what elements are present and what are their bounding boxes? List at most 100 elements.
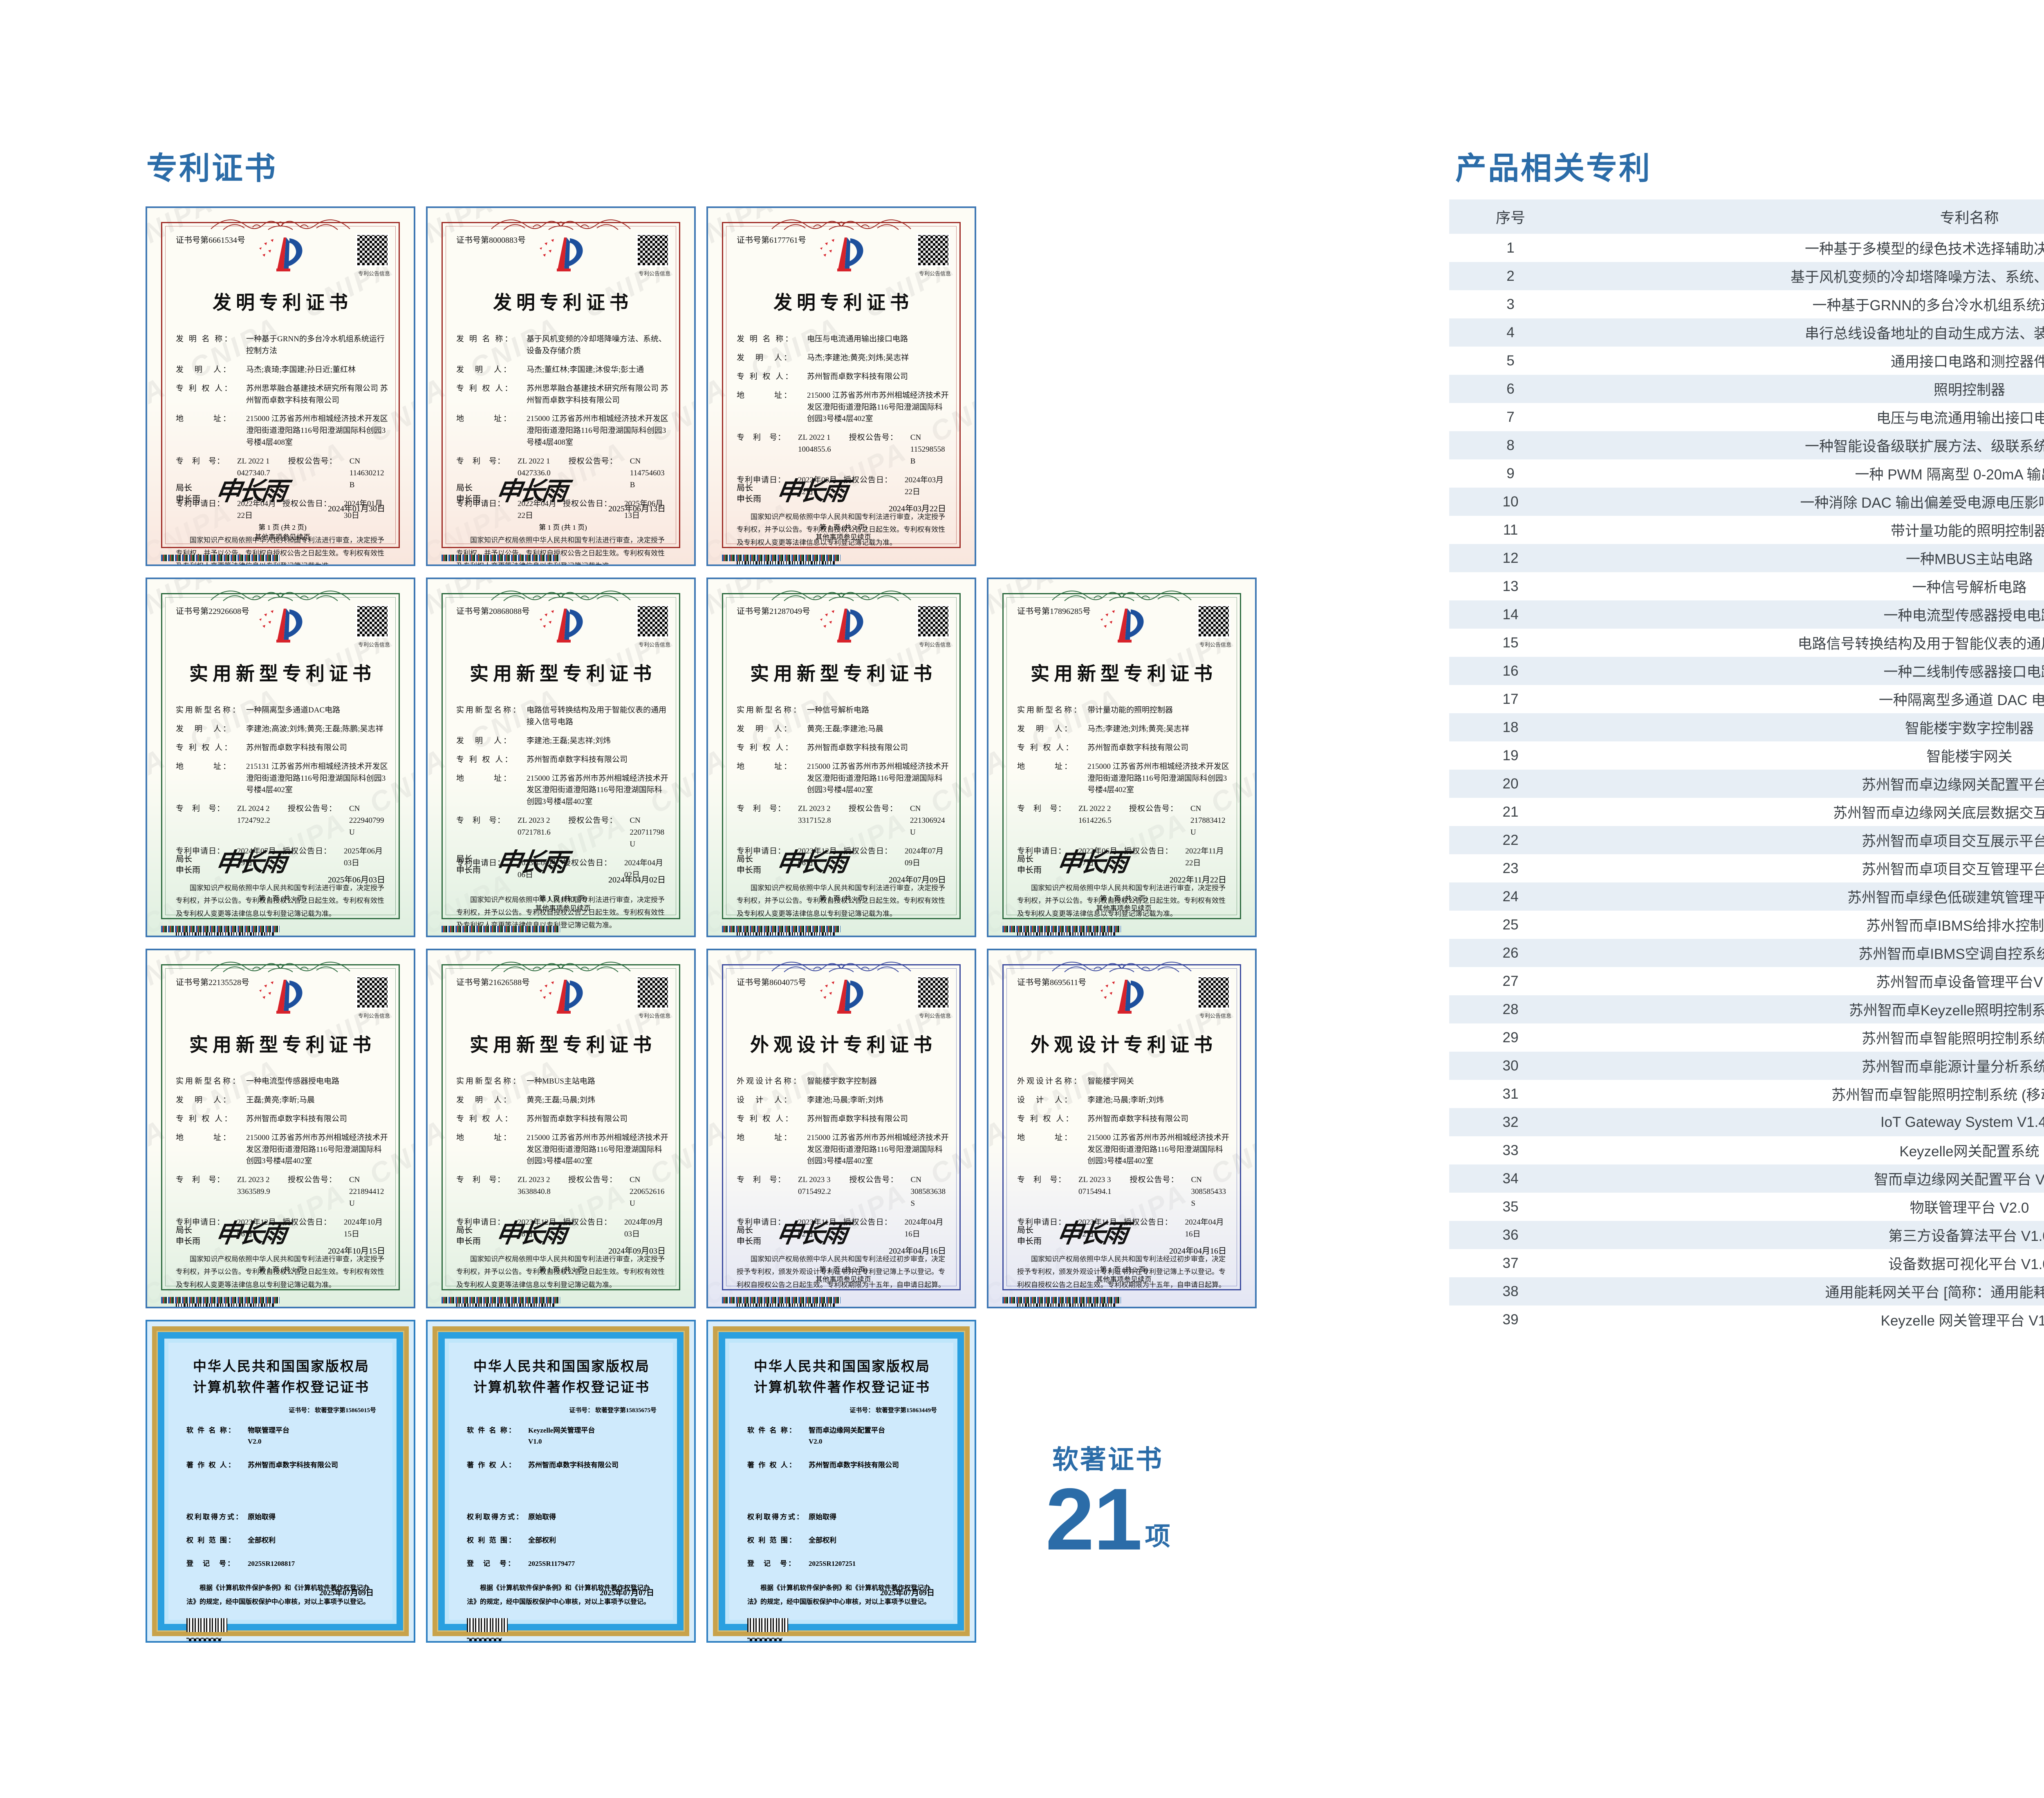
field-rights-scope-label: 权 利 范 围： [747,1536,797,1545]
field-grant-no-value: CN 114754603 B [630,457,665,489]
field-registration-no: 登 记 号： 2025SR1179477 [467,1558,657,1569]
certificate-number: 证书号第22135528号 [176,978,249,987]
table-row: 3 一种基于GRNN的多台冷水机组系统运行控制方法 发明 [1449,290,2044,318]
field-grant-date-label: 授权公告日： [843,846,893,855]
cell-index: 37 [1502,1255,1519,1271]
field-patentee: 专 利 权 人： 苏州智而卓数字科技有限公司 [737,742,950,754]
certificate-issue-date: 2024年03月22日 [889,504,946,513]
software-copyright-stat: 软著证书 21 项 [993,1439,1222,1563]
field-name: 实用新型名称： 电路信号转换结构及用于智能仪表的通用接入信号电路 [456,705,670,728]
field-software-name-value: 智而卓边缘网关配置平台 V2.0 [809,1426,885,1446]
field-apply-date-value: 2023年11月02日 [1078,1218,1117,1238]
software-qr-code-icon [747,1637,782,1641]
qr-caption: 专利公告信息 [358,642,390,648]
field-grant-no-label: 授权公告号： [288,457,337,466]
field-software-name: 软 件 名 称： 物联管理平台 V2.0 [186,1425,376,1447]
certificate-fields: 实用新型名称： 一种电流型传感器授电电路 发 明 人： 王磊;黄亮;李昕;马晨 … [176,1076,389,1240]
signature-glyph-icon: 申长雨 [213,478,287,506]
table-row: 38 通用能耗网关平台 [简称：通用能耗网关] V2.0 软著 [1449,1277,2044,1305]
certificate-page-note: 第 1 页 (共 1 页) [539,895,587,902]
field-name: 实用新型名称： 一种信号解析电路 [737,705,950,717]
field-name-label: 发 明 名 称： [456,335,514,343]
cell-patent-name: IoT Gateway System V1.4.0 [1880,1114,2044,1130]
table-row: 26 苏州智而卓IBMS空调自控系统V1.0 软著 [1449,939,2044,967]
cell-index: 11 [1503,522,1518,538]
field-copyright-owner-label: 著 作 权 人： [747,1461,797,1469]
director-signature-block: 局长 申长雨 申长雨 [176,1210,287,1248]
field-inventor-label: 设 计 人： [737,1095,793,1104]
cell-index: 10 [1502,493,1519,510]
software-cert-title: 中华人民共和国国家版权局 计算机软件著作权登记证书 [193,1359,370,1395]
field-registration-no-value: 2025SR1179477 [528,1560,575,1568]
table-row: 6 照明控制器 发明 [1449,375,2044,403]
cell-index: 18 [1502,719,1519,735]
cell-patent-name: 苏州智而卓Keyzelle照明控制系统V1.0 [1849,1003,2044,1019]
field-apply-date-label: 专利申请日： [737,1218,786,1227]
director-label: 局长 申长雨 [1017,855,1042,875]
cell-index: 19 [1502,747,1519,764]
cell-index: 5 [1506,352,1515,369]
table-row: 10 一种消除 DAC 输出偏差受电源电压影响的电路及方法 发明 [1449,488,2044,516]
director-label: 局长 申长雨 [176,855,200,875]
field-acquire-method-value: 原始取得 [248,1513,276,1521]
field-address-label: 地 址： [737,762,793,771]
qr-code-icon [1197,605,1230,638]
cell-patent-name: 苏州智而卓智能照明控制系统 (移动端) V1.0 [1831,1087,2044,1103]
certificate-fields: 实用新型名称： 电路信号转换结构及用于智能仪表的通用接入信号电路 发 明 人： … [456,705,670,881]
field-registration-no: 登 记 号： 2025SR1207251 [747,1558,937,1569]
certificate-tint [147,400,414,564]
field-rights-scope: 权 利 范 围： 全部权利 [186,1535,376,1546]
field-grant-no: 授权公告号： CN 308583638 S [849,1174,950,1210]
field-name: 实用新型名称： 带计量功能的照明控制器 [1017,705,1230,717]
field-inventor: 发 明 人： 马杰;袁琦;李国建;孙日近;董红林 [176,364,389,376]
field-grant-date: 授权公告日： 2024年04月02日 [563,858,670,881]
cell-index: 21 [1502,804,1519,820]
field-inventor-value: 李建池;马晨;李昕;刘炜 [1087,1095,1164,1104]
cell-index: 25 [1502,916,1519,933]
certificate-content: 证书号第22135528号 专利公告信息 实用新型专利证书 实用新型名称： 一种… [176,976,390,1307]
certificate-content: 证书号第8604075号 专利公告信息 外观设计专利证书 外观设计名称： 智能楼… [737,976,951,1307]
certificate-page-note: 第 1 页 (共 2 页) [819,1266,867,1274]
field-inventor-label: 发 明 人： [176,365,233,374]
director-label: 局长 申长雨 [456,1226,481,1246]
signature-glyph-icon: 申长雨 [213,849,287,877]
field-patent-no-row: 专 利 号： ZL 2022 1 0427336.0 授权公告号： CN 114… [456,456,670,491]
table-row: 12 一种MBUS主站电路 实用新型 [1449,544,2044,572]
certificate-content: 证书号第6661534号 专利公告信息 发明专利证书 发 明 名 称： 一种基于… [176,233,390,564]
field-grant-no: 授权公告号： CN 220711798 U [568,815,670,851]
field-address: 地 址： 215000 江苏省苏州市苏州相城经济技术开发区澄阳街道澄阳路116号… [176,1132,389,1168]
field-apply-date-value: 2022年04月22日 [237,499,276,520]
field-grant-no-label: 授权公告号： [288,804,337,813]
software-copyright-stat-unit: 项 [1145,1522,1170,1551]
field-name-value: 一种MBUS主站电路 [527,1077,595,1086]
field-patent-no-label: 专 利 号： [737,433,786,442]
field-apply-date-label: 专利申请日： [737,475,786,484]
field-name-value: 基于风机变频的冷却塔降噪方法、系统、设备及存储介质 [527,335,667,355]
product-patent-table: 序号 专利名称 专利类型 1 一种基于多模型的绿色技术选择辅助决策方法和系统 发… [1449,199,2044,1334]
field-apply-date: 专利申请日： 2022年08月22日 [737,475,843,498]
field-grant-no-value: CN 308583638 S [910,1176,946,1208]
certificate-fields: 实用新型名称： 一种MBUS主站电路 发 明 人： 黄亮;王磊;马晨;刘炜 专 … [456,1076,670,1240]
certificate-title: 外观设计专利证书 [1031,1034,1217,1055]
field-dates-row: 专利申请日： 2022年04月22日 授权公告日： 2024年01月30日 [176,498,389,522]
cell-patent-name: 设备数据可视化平台 V1.0 [1888,1256,2044,1272]
field-grant-date: 授权公告日： 2024年03月22日 [843,475,950,498]
field-registration-no-label: 登 记 号： [186,1560,235,1568]
field-grant-date-value: 2022年11月22日 [1185,846,1224,867]
field-patent-no-value: ZL 2023 3 0715494.1 [1078,1176,1112,1196]
field-patent-no-label: 专 利 号： [1017,804,1067,813]
cell-patent-name: 智能楼宇网关 [1926,749,2013,765]
certificate-legal-text: 国家知识产权局依照中华人民共和国专利法进行审查，决定授予专利权，并予以公告。专利… [737,884,945,918]
certificate-row: CNIPA CNIPA CNIPA CNIPA CNIPA CNIPA CNIP… [146,206,1249,566]
certificate-frame [1002,961,1241,1290]
field-patent-no: 专 利 号： ZL 2024 2 1724792.2 [176,803,288,839]
field-inventor-value: 马杰;袁琦;李国建;孙日近;董红林 [246,365,356,374]
qr-code-icon [636,233,670,267]
field-inventor-label: 发 明 人： [456,365,513,374]
field-name: 实用新型名称： 一种电流型传感器授电电路 [176,1076,389,1088]
field-patentee-label: 专 利 权 人： [456,755,514,764]
field-patent-no-row: 专 利 号： ZL 2023 2 0721781.6 授权公告号： CN 220… [456,815,670,851]
field-patent-no: 专 利 号： ZL 2023 2 0721781.6 [456,815,568,851]
field-address: 地 址： 215000 江苏省苏州市苏州相城经济技术开发区澄阳街道澄阳路116号… [737,1132,950,1168]
field-address-label: 地 址： [176,414,233,423]
